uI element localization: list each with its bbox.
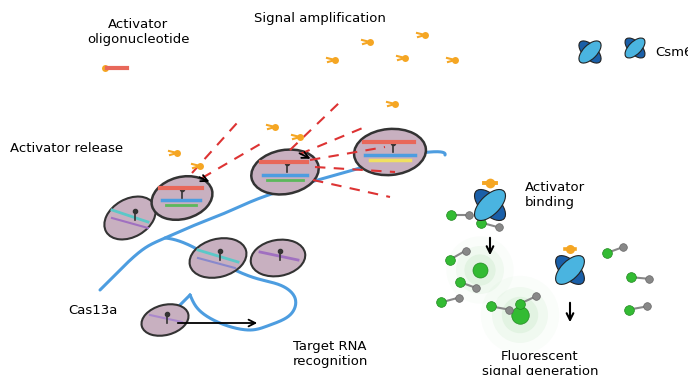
Ellipse shape [625,38,645,58]
Ellipse shape [142,304,189,336]
Circle shape [447,236,514,304]
Ellipse shape [251,150,319,195]
Text: Target RNA
recognition: Target RNA recognition [292,340,367,368]
Circle shape [464,254,495,286]
Text: Signal amplification: Signal amplification [254,12,386,25]
Text: Activator release: Activator release [10,141,123,154]
Circle shape [481,276,559,354]
Text: Activator
oligonucleotide: Activator oligonucleotide [87,18,189,46]
Ellipse shape [556,256,584,284]
Text: Csm6: Csm6 [655,45,688,58]
Ellipse shape [556,256,584,284]
Ellipse shape [475,189,506,220]
Ellipse shape [354,129,426,175]
Ellipse shape [475,189,506,220]
Ellipse shape [625,38,645,58]
Circle shape [492,287,548,343]
Ellipse shape [579,41,601,63]
Ellipse shape [250,240,305,276]
Text: Activator
binding: Activator binding [525,181,585,209]
Ellipse shape [151,176,213,220]
Ellipse shape [579,41,601,63]
Ellipse shape [105,196,155,240]
Text: Cas13a: Cas13a [68,303,118,316]
Circle shape [502,297,538,333]
Ellipse shape [190,238,246,278]
Text: Fluorescent
signal generation: Fluorescent signal generation [482,350,599,375]
Circle shape [456,246,504,294]
